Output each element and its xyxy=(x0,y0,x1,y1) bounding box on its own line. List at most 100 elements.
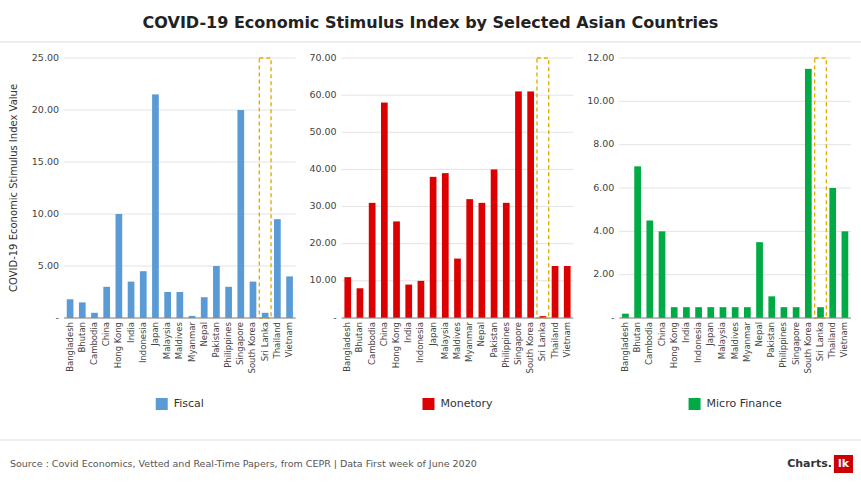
legend: Fiscal xyxy=(156,397,204,410)
grid-line xyxy=(342,95,574,96)
x-tick-label: Cambodia xyxy=(89,322,99,365)
x-tick-label: Hong Kong xyxy=(391,322,401,368)
footer-rule xyxy=(0,440,861,441)
y-tick-label: - xyxy=(333,312,336,323)
legend: Monetory xyxy=(422,397,493,410)
x-axis-line xyxy=(619,318,851,319)
grid-line xyxy=(342,318,574,319)
legend: Micro Finance xyxy=(689,397,782,410)
logo-box xyxy=(834,455,853,473)
bar xyxy=(67,299,74,318)
y-tick-label: 4.00 xyxy=(593,225,614,236)
bar xyxy=(756,242,763,318)
bar xyxy=(237,110,244,318)
x-tick-label: South Korea xyxy=(803,322,813,374)
x-tick-label: Myanmar xyxy=(187,322,197,362)
title: COVID-19 Economic Stimulus Index by Sele… xyxy=(143,13,719,32)
x-tick-label: Bangladesh xyxy=(620,322,630,372)
grid-line xyxy=(619,318,851,319)
bar xyxy=(829,188,836,318)
x-tick-label: Singapore xyxy=(235,322,245,365)
bar xyxy=(552,266,559,318)
x-tick-label: South Korea xyxy=(247,322,257,374)
x-tick-label: Bhutan xyxy=(354,322,364,353)
bar xyxy=(466,199,473,318)
x-tick-label: Thailand xyxy=(550,322,560,360)
y-tick-label: 5.00 xyxy=(38,260,59,271)
bar xyxy=(381,103,388,318)
bar xyxy=(116,214,123,318)
panel: -5.0010.0015.0020.0025.00BangladeshBhuta… xyxy=(32,52,296,411)
bar xyxy=(720,307,727,318)
x-tick-label: Nepal xyxy=(199,322,209,347)
x-tick-label: Sri Lanka xyxy=(260,322,270,361)
bar xyxy=(152,94,159,318)
bar xyxy=(286,276,293,318)
x-tick-label: Cambodia xyxy=(367,322,377,365)
x-tick-label: Singapore xyxy=(513,322,523,365)
x-tick-label: Sri Lanka xyxy=(815,322,825,361)
x-tick-label: Philippines xyxy=(501,321,511,367)
bar xyxy=(213,266,220,318)
x-tick-label: Singapore xyxy=(791,322,801,365)
bar xyxy=(225,287,232,318)
x-tick-label: Malaysia xyxy=(440,322,450,359)
x-tick-label: Indonesia xyxy=(693,322,703,363)
chart-root: COVID-19 Economic Stimulus Index by Sele… xyxy=(0,0,861,486)
bar xyxy=(405,285,412,318)
grid-line xyxy=(619,188,851,189)
bar xyxy=(503,203,510,318)
legend-swatch xyxy=(422,398,434,410)
x-axis-line xyxy=(64,318,296,319)
logo-text: Charts. xyxy=(787,457,832,470)
y-tick-label: 6.00 xyxy=(593,182,614,193)
y-axis-label: COVID-19 Economic Stimulus Index Value xyxy=(8,84,19,292)
bar xyxy=(842,231,849,318)
bar xyxy=(479,203,486,318)
x-tick-label: China xyxy=(657,322,667,346)
bar xyxy=(164,292,171,318)
grid-line xyxy=(619,101,851,102)
x-tick-label: Maldives xyxy=(174,321,184,359)
grid-line xyxy=(342,243,574,244)
x-tick-label: Philippines xyxy=(778,321,788,367)
y-tick-label: 70.00 xyxy=(309,52,336,63)
y-tick-label: - xyxy=(611,312,614,323)
bar xyxy=(491,169,498,318)
x-tick-label: Vietnam xyxy=(284,322,294,357)
background xyxy=(0,0,861,486)
y-tick-label: 50.00 xyxy=(309,126,336,137)
grid-line xyxy=(619,231,851,232)
bar xyxy=(369,203,376,318)
x-tick-label: Maldives xyxy=(730,321,740,359)
highlight-box xyxy=(537,58,549,318)
x-tick-label: Thailand xyxy=(827,322,837,360)
bar xyxy=(817,307,824,318)
panel: -10.0020.0030.0040.0050.0060.0070.00Bang… xyxy=(309,52,573,411)
bar xyxy=(805,69,812,318)
x-tick-label: Bangladesh xyxy=(342,322,352,372)
bar xyxy=(250,282,257,318)
legend-label: Fiscal xyxy=(174,397,204,410)
bar xyxy=(357,288,364,318)
x-tick-label: Pakistan xyxy=(489,322,499,358)
y-tick-label: 20.00 xyxy=(32,104,59,115)
y-tick-label: 25.00 xyxy=(32,52,59,63)
grid-line xyxy=(619,274,851,275)
bar xyxy=(622,314,629,318)
bar xyxy=(646,221,653,319)
y-tick-label: 30.00 xyxy=(309,200,336,211)
x-tick-label: India xyxy=(126,322,136,343)
x-tick-label: China xyxy=(379,322,389,346)
bar xyxy=(442,173,449,318)
x-tick-label: Bangladesh xyxy=(65,322,75,372)
x-tick-label: Vietnam xyxy=(562,322,572,357)
bar xyxy=(527,91,534,318)
x-tick-label: Hong Kong xyxy=(669,322,679,368)
y-tick-label: - xyxy=(56,312,59,323)
x-tick-label: Japan xyxy=(705,322,715,347)
x-tick-label: Philippines xyxy=(223,321,233,367)
y-tick-label: 15.00 xyxy=(32,156,59,167)
bar xyxy=(176,292,183,318)
bar xyxy=(418,281,425,318)
